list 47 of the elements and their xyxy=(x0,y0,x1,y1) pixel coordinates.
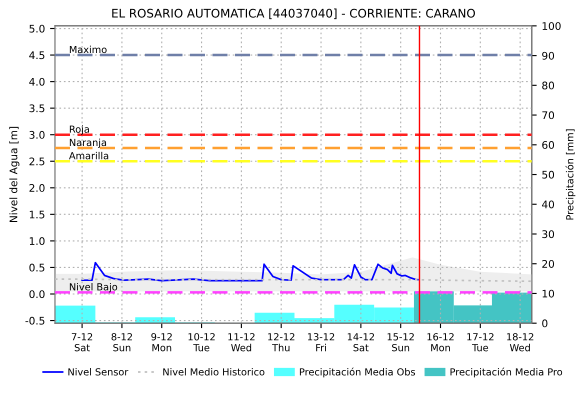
y-tick-label: 1.5 xyxy=(30,210,44,218)
x-tick-label: 10-12 Tue xyxy=(188,333,215,352)
ref-line-label: Amarilla xyxy=(69,152,108,160)
y2-tick-label: 20 xyxy=(542,260,554,268)
x-tick-label: 18-12 Wed xyxy=(507,333,534,352)
ref-line-label: Naranja xyxy=(70,138,106,148)
y-axis-title: Nivel del Agua [m] xyxy=(9,126,20,222)
y2-tick-label: 0 xyxy=(542,319,548,328)
legend-label: Precipitación Media Pro xyxy=(450,368,562,378)
y-tick-label: 3.5 xyxy=(29,104,44,112)
y-tick-label: -0.5 xyxy=(25,316,44,325)
y-tick-label: 5.0 xyxy=(30,24,45,33)
y2-tick-label: 50 xyxy=(542,170,554,179)
y-tick-label: 1.0 xyxy=(30,237,45,246)
chart-title: EL ROSARIO AUTOMATICA [44037040] - CORRIENTE: CARANO xyxy=(112,8,475,20)
y-tick-label: 0.0 xyxy=(29,290,45,298)
y-tick-label: 4.0 xyxy=(29,78,45,86)
legend-label: Nivel Medio Historico xyxy=(163,368,264,376)
y-tick-label: 0.5 xyxy=(29,264,44,272)
x-tick-label: 12-12 Thu xyxy=(268,333,294,352)
x-tick-label: 9-12 Mon xyxy=(151,333,172,352)
x-tick-label: 13-12 Fri xyxy=(308,333,334,352)
y2-tick-label: 90 xyxy=(542,52,554,60)
y2-tick-label: 40 xyxy=(542,200,554,208)
y-tick-label: 2.5 xyxy=(29,157,44,166)
x-tick-label: 14-12 Sat xyxy=(348,333,374,352)
x-tick-label: 11-12 Wed xyxy=(228,333,255,352)
y2-tick-label: 100 xyxy=(542,22,561,30)
y2-tick-label: 70 xyxy=(542,111,554,120)
y2-tick-label: 10 xyxy=(542,290,554,298)
x-tick-label: 16-12 Mon xyxy=(427,333,454,352)
ref-line-label: Roja xyxy=(70,125,89,135)
x-tick-label: 7-12 Sat xyxy=(72,333,92,352)
legend-label: Precipitación Media Obs xyxy=(300,368,416,378)
x-tick-label: 8-12 Sun xyxy=(112,333,132,352)
ref-line-label: Nivel Bajo xyxy=(70,282,118,292)
legend-label: Nivel Sensor xyxy=(68,368,128,376)
y2-tick-label: 30 xyxy=(542,230,554,238)
x-tick-label: 15-12 Sun xyxy=(388,333,414,352)
y2-axis-title: Precipitación [mm] xyxy=(566,129,576,220)
y-tick-label: 2.0 xyxy=(29,184,45,192)
y2-tick-label: 80 xyxy=(542,82,554,90)
y-tick-label: 3.0 xyxy=(29,130,45,139)
y2-tick-label: 60 xyxy=(542,141,554,149)
ref-line-label: Maximo xyxy=(70,46,107,54)
x-tick-label: 17-12 Tue xyxy=(467,333,494,352)
y-tick-label: 4.5 xyxy=(29,51,44,60)
